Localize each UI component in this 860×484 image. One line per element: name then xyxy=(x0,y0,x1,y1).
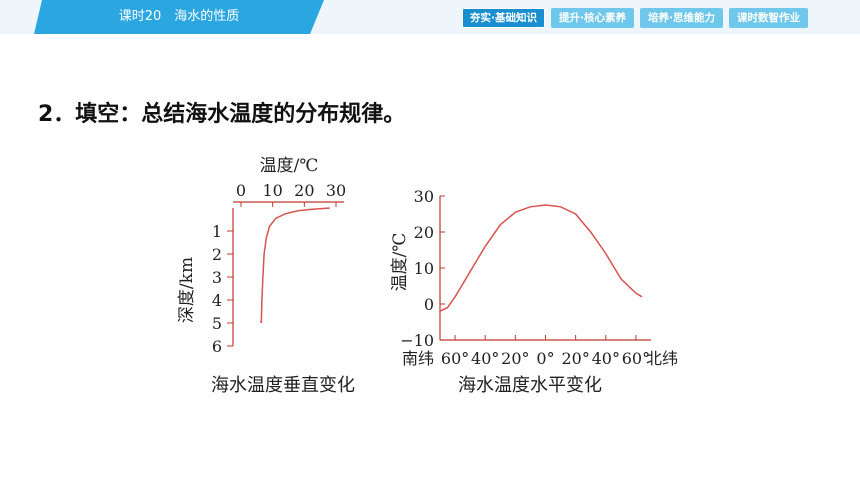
question-text: 2．填空：总结海水温度的分布规律。 xyxy=(38,102,406,127)
x-tick-label: 40° xyxy=(471,349,499,368)
y-tick-label: 5 xyxy=(212,314,222,333)
y-tick-label: 1 xyxy=(212,222,222,241)
series-line xyxy=(260,207,330,324)
y-tick-label: 0 xyxy=(424,295,434,314)
x-ticks: 60° 40° 20° 0° 20° 40° 60° xyxy=(441,335,650,368)
x-start-label: 南纬 xyxy=(402,349,434,368)
tab-basic-knowledge[interactable]: 夯实·基础知识 xyxy=(462,8,545,28)
y-ticks: 1 2 3 4 5 6 xyxy=(212,222,233,356)
x-tick-label: 20° xyxy=(561,349,589,368)
lesson-title: 课时20 海水的性质 xyxy=(118,9,240,24)
series-line xyxy=(439,204,643,312)
y-tick-label: −10 xyxy=(400,331,434,350)
y-ticks: −10 0 10 20 30 xyxy=(400,187,445,350)
x-tick-label: 20° xyxy=(501,349,529,368)
y-tick-label: 30 xyxy=(414,187,434,206)
x-tick-label: 10 xyxy=(262,181,282,200)
axis-label-x: 温度/℃ xyxy=(260,156,319,176)
tab-homework[interactable]: 课时数智作业 xyxy=(729,8,808,28)
x-tick-label: 60° xyxy=(441,349,469,368)
y-tick-label: 2 xyxy=(212,245,222,264)
x-tick-label: 30 xyxy=(326,181,346,200)
chart-caption: 海水温度垂直变化 xyxy=(211,375,355,396)
section-tabs: 夯实·基础知识 提升·核心素养 培养·思维能力 课时数智作业 xyxy=(462,8,808,28)
y-tick-label: 3 xyxy=(212,268,222,287)
axis-label-y: 温度/℃ xyxy=(390,233,410,292)
x-ticks: 0 10 20 30 xyxy=(236,181,346,207)
x-tick-label: 40° xyxy=(592,349,620,368)
y-tick-label: 6 xyxy=(212,337,222,356)
x-end-label: 北纬 xyxy=(646,349,678,368)
x-tick-label: 20 xyxy=(294,181,314,200)
y-tick-label: 4 xyxy=(212,291,222,310)
tab-core-literacy[interactable]: 提升·核心素养 xyxy=(551,8,634,28)
x-tick-label: 0° xyxy=(536,349,554,368)
x-tick-label: 0 xyxy=(236,181,246,200)
y-tick-label: 20 xyxy=(414,223,434,242)
chart-caption: 海水温度水平变化 xyxy=(458,375,602,396)
lesson-banner: 课时20 海水的性质 xyxy=(34,0,324,34)
x-tick-label: 60° xyxy=(622,349,650,368)
vertical-temperature-chart: 温度/℃ 0 10 20 30 1 2 3 4 5 6 深度/km 海水温度垂直变化 xyxy=(177,156,355,396)
axis-label-y: 深度/km xyxy=(177,257,197,323)
tab-thinking-ability[interactable]: 培养·思维能力 xyxy=(640,8,723,28)
y-tick-label: 10 xyxy=(414,259,434,278)
